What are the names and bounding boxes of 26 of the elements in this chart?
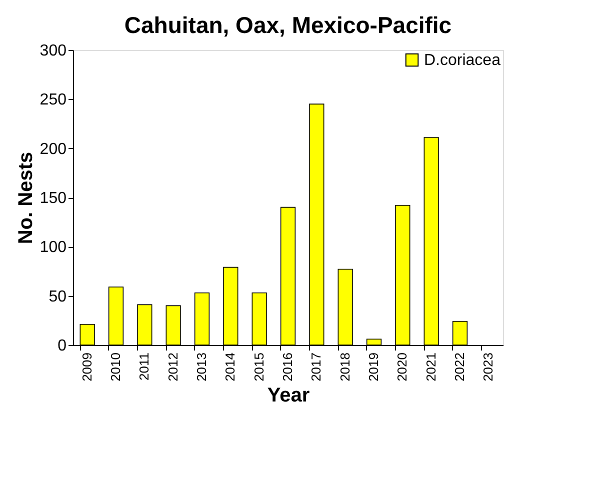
x-tick-label: 2018 (337, 352, 352, 382)
x-tick-label: 2014 (222, 352, 238, 382)
x-tick-label: 2009 (79, 352, 94, 382)
y-tick-label: 100 (40, 239, 67, 256)
x-tick-label: 2015 (251, 352, 266, 382)
x-tick-label: 2011 (136, 352, 152, 380)
chart-title: Cahuitan, Oax, Mexico-Pacific (124, 12, 452, 38)
y-tick-label: 200 (40, 140, 67, 158)
x-tick-label: 2016 (280, 352, 295, 382)
x-tick-label: 2012 (165, 352, 180, 382)
x-tick-label: 2010 (108, 352, 123, 382)
x-tick-label: 2023 (480, 352, 496, 382)
legend-label: D.coriacea (424, 52, 501, 69)
y-tick-label: 250 (40, 92, 67, 109)
y-tick-label: 0 (58, 338, 67, 354)
x-tick-label: 2019 (366, 352, 381, 382)
y-tick-label: 150 (40, 190, 67, 207)
y-axis-title: No. Nests (14, 152, 37, 244)
y-tick-label: 300 (40, 42, 67, 60)
x-axis-title: Year (267, 384, 310, 406)
x-tick-label: 2021 (423, 352, 438, 382)
x-tick-label: 2022 (452, 352, 467, 382)
x-tick-label: 2017 (308, 352, 324, 382)
x-tick-label: 2020 (394, 352, 410, 382)
x-tick-label: 2013 (194, 352, 209, 382)
y-tick-label: 50 (48, 288, 67, 306)
